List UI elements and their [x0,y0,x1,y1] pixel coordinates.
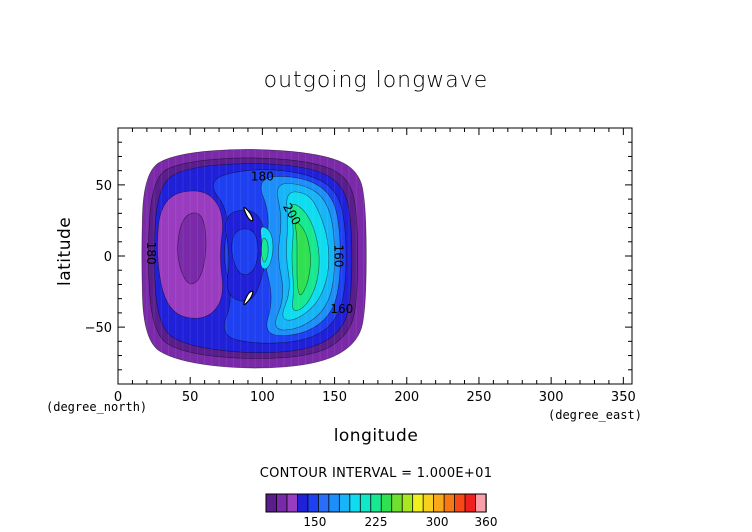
colorbar-swatch [359,493,372,513]
colorbar-swatch [370,493,382,513]
colorbar-swatch [464,493,477,513]
colorbar: 150 225 300 360 [265,493,498,529]
contour-label: 180 [251,170,274,184]
colorbar-swatch [412,493,424,513]
contour-label: 180 [144,242,158,265]
colorbar-swatch [475,493,487,513]
field-missing-blob-1 [243,206,254,222]
colorbar-swatch [443,493,456,513]
colorbar-swatch [401,493,414,513]
x-tick-label: 200 [394,390,419,405]
colorbar-tick-label: 360 [475,515,498,529]
colorbar-swatch [349,493,361,513]
y-axis-unit: (degree_north) [46,400,148,414]
colorbar-swatch [307,493,320,513]
field-west-violet [177,212,207,285]
x-tick-label: 100 [250,390,275,405]
field-band-green-inner [295,222,311,296]
colorbar-frame [265,493,487,513]
contour-label: 160 [332,245,346,268]
x-tick-label: 350 [611,390,636,405]
field-missing-blob-2 [243,290,254,306]
x-tick-label: 0 [114,390,122,405]
colorbar-swatch [328,493,341,513]
colorbar-swatch [297,493,309,513]
colorbar-swatch [433,493,445,513]
contour-interval-label: CONTOUR INTERVAL = 1.000E+01 [259,466,493,481]
x-tick-label: 150 [322,390,347,405]
field-central-green [261,237,269,263]
colorbar-swatch [317,493,330,513]
colorbar-swatch [276,493,288,513]
colorbar-swatch [338,493,351,513]
colorbar-tick-label: 150 [303,515,326,529]
x-tick-label: 50 [182,390,199,405]
colorbar-tick-label: 300 [426,515,449,529]
colorbar-swatch [454,493,466,513]
colorbar-swatch [422,493,435,513]
colorbar-swatch [265,493,278,513]
colorbar-swatch [380,493,393,513]
y-axis-label: latitude [55,216,75,286]
chart-title: outgoing longwave [263,68,489,93]
contour-label: 160 [330,302,353,316]
colorbar-swatch [391,493,403,513]
x-tick-label: 300 [539,390,564,405]
colorbar-swatch [286,493,299,513]
field-central-core [231,228,259,275]
y-tick-label: −50 [85,321,112,336]
x-axis-unit: (degree_east) [548,408,642,422]
x-tick-label: 250 [467,390,492,405]
y-tick-label: 50 [95,179,112,194]
colorbar-tick-label: 225 [365,515,388,529]
x-axis-label: longitude [333,426,419,446]
axes: 0 50 100 150 200 250 300 350 −50 0 50 [85,127,636,405]
y-tick-label: 0 [104,250,112,265]
